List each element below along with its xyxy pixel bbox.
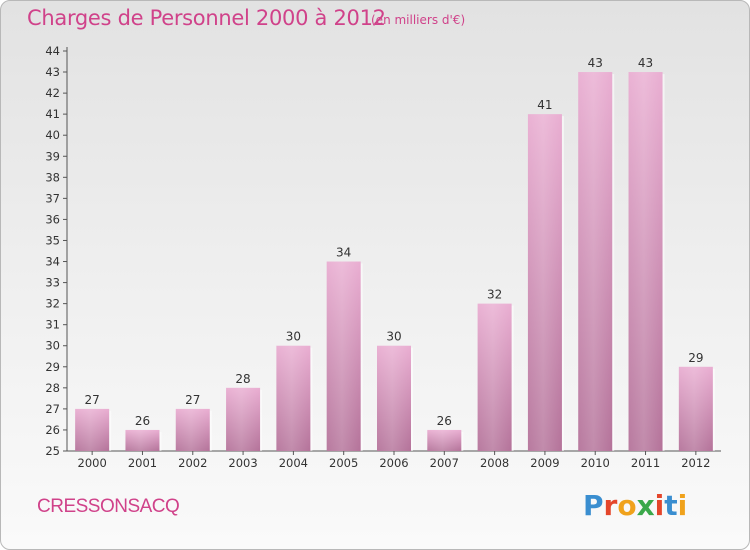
data-label: 43 [638,56,653,70]
y-tick-label: 36 [45,212,60,226]
bar-shine [628,72,663,451]
y-tick-label: 44 [45,44,60,58]
y-tick-label: 42 [45,86,60,100]
data-label: 26 [135,414,150,428]
commune-name: CRESSONSACQ [37,496,180,517]
bar-shine [477,303,512,451]
x-tick-label: 2002 [178,456,207,470]
data-label: 30 [286,330,301,344]
y-tick-label: 33 [45,276,60,290]
data-label: 26 [437,414,452,428]
logo-letter: r [603,489,618,522]
bar-shine [226,387,261,451]
chart-axes: 25 26 27 28 29 30 31 32 33 34 35 36 37 38 39 40 41 42 43 44… [45,44,721,470]
x-tick-label: 2001 [128,456,157,470]
data-label: 43 [588,56,603,70]
chart-unit: (en milliers d'€) [371,13,466,27]
y-tick-label: 25 [45,444,60,458]
x-tick-label: 2009 [530,456,559,470]
y-tick-label: 41 [45,107,60,121]
y-tick-label: 30 [45,339,60,353]
logo-letter: x [636,489,655,522]
x-tick-label: 2012 [681,456,710,470]
y-tick-label: 39 [45,149,60,163]
bar-shine [276,345,311,451]
y-tick-label: 31 [45,318,60,332]
y-tick-label: 43 [45,65,60,79]
y-tick-label: 26 [45,423,60,437]
y-tick-label: 28 [45,381,60,395]
logo-letter: i [677,489,688,522]
bar-shine [175,408,210,451]
x-tick-label: 2005 [329,456,358,470]
y-tick-label: 34 [45,255,60,269]
data-label: 30 [386,330,401,344]
y-tick-label: 40 [45,128,60,142]
bar-shine [527,114,562,451]
x-tick-label: 2011 [631,456,660,470]
chart-data-labels: 27 26 27 28 30 34 30 26 32 41 43 43 29 [85,56,704,428]
logo-letter: P [583,489,604,522]
bar-shine [427,429,462,451]
bar-shine [377,345,411,451]
y-tick-label: 37 [45,191,60,205]
x-tick-label: 2000 [78,456,107,470]
bar-shine [578,72,613,451]
x-tick-label: 2010 [581,456,610,470]
chart-bars [75,72,715,451]
y-tick-label: 27 [45,402,60,416]
x-tick-label: 2007 [430,456,459,470]
y-tick-label: 38 [45,170,60,184]
bar-shine [75,408,110,451]
logo-letter: i [654,489,665,522]
data-label: 27 [185,393,200,407]
proxiti-logo[interactable]: Proxiti [583,489,687,522]
y-tick-label: 32 [45,297,60,311]
logo-letter: t [664,489,678,522]
y-tick-label: 35 [45,233,60,247]
data-label: 28 [235,372,250,386]
x-tick-label: 2004 [279,456,308,470]
logo-letter: o [617,489,637,522]
chart-title: Charges de Personnel 2000 à 2012 [27,6,386,30]
y-tick-label: 29 [45,360,60,374]
bar-shine [326,261,361,451]
data-label: 34 [336,246,351,260]
x-tick-label: 2008 [480,456,509,470]
data-label: 27 [85,393,100,407]
bar-shine [125,429,160,451]
bar-shine [678,366,713,451]
x-tick-label: 2003 [228,456,257,470]
data-label: 29 [688,351,703,365]
data-label: 32 [487,288,502,302]
data-label: 41 [537,98,552,112]
x-tick-label: 2006 [379,456,408,470]
